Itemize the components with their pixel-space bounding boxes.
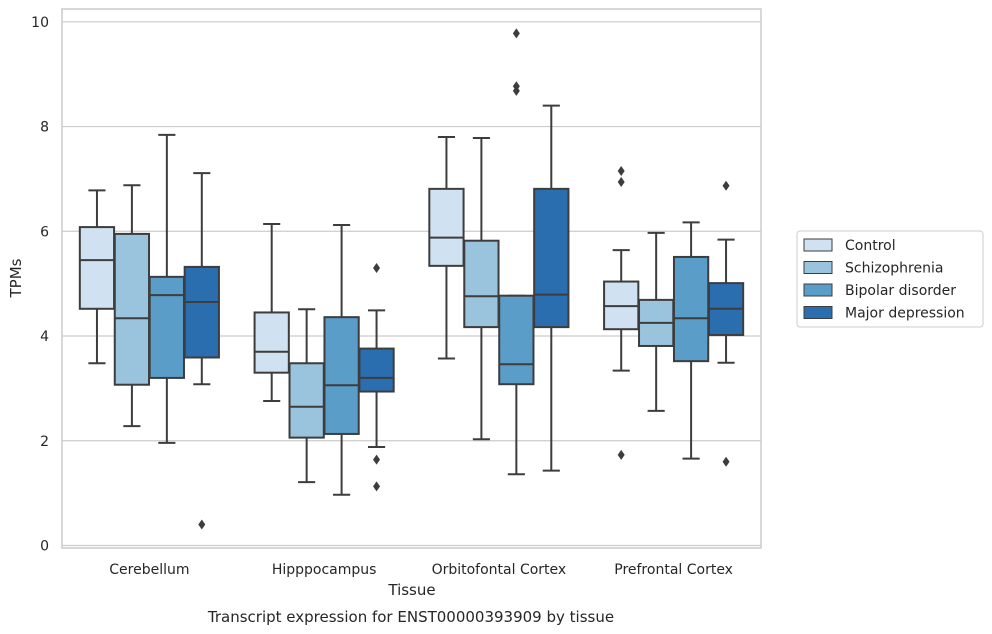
y-axis-label: TPMs [7, 258, 25, 298]
box-control [428, 136, 465, 360]
outlier-point [373, 262, 381, 273]
legend-frame [796, 230, 984, 328]
box-schizophrenia [463, 137, 500, 441]
legend-label: Schizophrenia [845, 261, 943, 277]
y-tick-label: 6 [40, 224, 49, 240]
legend-swatch [803, 283, 833, 297]
box-iqr [498, 294, 535, 386]
box-iqr [113, 232, 151, 386]
plot-frame [61, 8, 762, 549]
outlier-point [617, 177, 625, 188]
outlier-point [512, 85, 520, 96]
box-major-depression [707, 180, 745, 467]
x-tick-label: Cerebellum [109, 562, 189, 578]
x-tick-label: Orbitofontal Cortex [432, 562, 567, 578]
x-tick-label: Prefrontal Cortex [614, 562, 733, 578]
y-tick-label: 2 [40, 434, 49, 450]
box-bipolar-disorder [148, 133, 185, 444]
y-tick-label: 8 [40, 120, 49, 136]
y-tick-label: 10 [31, 15, 49, 31]
x-axis-label: Tissue [387, 581, 435, 599]
y-axis-ticks: 0 2 4 6 8 10 [31, 15, 49, 555]
chart-caption: Transcript expression for ENST0000039390… [207, 608, 614, 626]
box-major-depression [183, 172, 220, 530]
box-control [603, 166, 640, 460]
y-tick-label: 0 [40, 539, 49, 555]
outlier-point [512, 28, 520, 39]
outlier-point [722, 180, 730, 191]
legend-label: Control [845, 238, 896, 254]
outlier-point [722, 456, 730, 467]
box-control [78, 189, 116, 365]
outlier-point [373, 454, 381, 465]
box-iqr [78, 226, 116, 310]
legend-label: Bipolar disorder [845, 283, 956, 299]
legend-swatch [803, 306, 833, 319]
box-bipolar-disorder [498, 28, 535, 476]
box-bipolar-disorder [323, 223, 360, 496]
box-iqr [253, 311, 290, 374]
box-iqr [463, 239, 500, 329]
x-axis-ticks: Cerebellum Hipppocampus Orbitofontal Corte… [109, 562, 733, 578]
box-bipolar-disorder [672, 221, 710, 460]
box-iqr [288, 362, 325, 439]
outlier-point [198, 519, 206, 530]
box-iqr [148, 275, 185, 379]
box-iqr [428, 187, 465, 267]
box-major-depression [358, 262, 395, 492]
y-tick-label: 4 [40, 329, 49, 345]
outlier-point [617, 449, 625, 460]
legend-swatch [803, 238, 833, 252]
box-groups [78, 28, 745, 530]
box-iqr [323, 316, 360, 435]
outlier-point [617, 166, 625, 177]
box-control [253, 222, 290, 402]
legend-label: Major depression [845, 306, 965, 322]
legend-swatch [803, 261, 833, 274]
box-iqr [533, 187, 570, 329]
box-schizophrenia [288, 308, 325, 484]
box-iqr [183, 265, 220, 359]
x-tick-label: Hipppocampus [272, 562, 377, 578]
box-iqr [358, 347, 395, 393]
box-iqr [672, 255, 710, 363]
box-major-depression [533, 104, 570, 472]
legend: Control Schizophrenia Bipolar disorder Majo… [796, 230, 984, 328]
outlier-point [373, 481, 381, 492]
